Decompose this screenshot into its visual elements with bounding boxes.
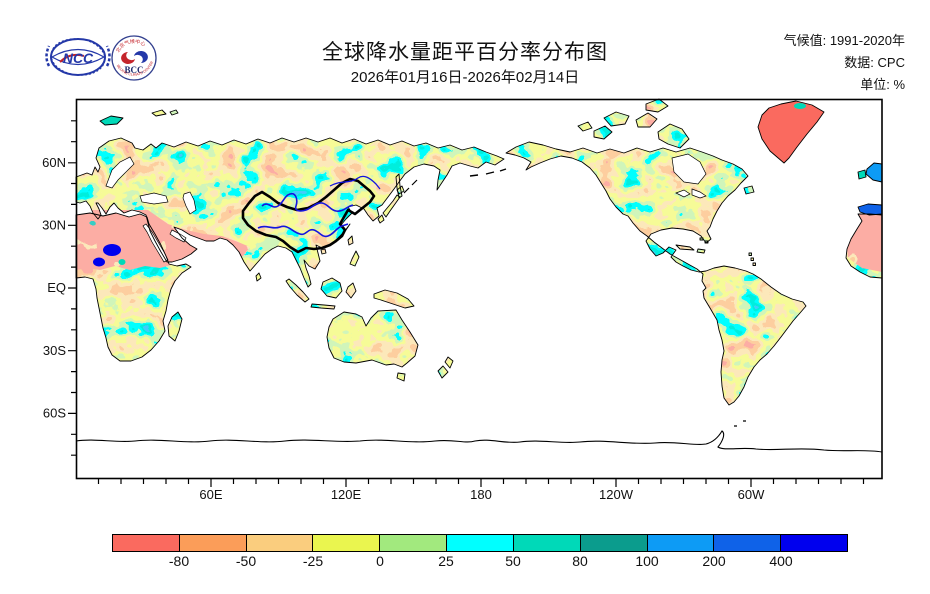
colorbar-tick: 50 <box>505 553 521 569</box>
meta-datasource: 数据: CPC <box>844 55 905 70</box>
black-sea <box>139 192 169 205</box>
solid-regions <box>100 101 882 215</box>
chad-wet-blob <box>103 244 121 256</box>
coastlines <box>75 98 883 406</box>
colorbar-tick: -80 <box>168 553 190 569</box>
great-lakes <box>675 188 707 199</box>
colorbar-labels: -80 -50 -25 0 25 50 80 100 200 400 <box>112 553 848 571</box>
colorbar-cell <box>246 535 314 551</box>
y-axis-labels: 60N 30N EQ 30S 60S <box>42 155 66 421</box>
rivers <box>257 175 381 238</box>
colorbar-tick: -50 <box>235 553 257 569</box>
meta-block: 气候值: 1991-2020年 数据: CPC 单位: % <box>784 30 905 96</box>
colorbar-tick: 80 <box>572 553 588 569</box>
colorbar-cell <box>781 535 847 551</box>
page-title: 全球降水量距平百分率分布图 <box>322 41 608 64</box>
agency-logos: NCC 北京气候中心 BCC BEIJING CLIMATE CENTER <box>45 35 157 81</box>
yellow-river <box>261 192 354 212</box>
y-label-30s: 30S <box>43 343 66 358</box>
hudson-bay <box>671 153 707 185</box>
y-major-ticks <box>68 162 76 414</box>
meta-unit: 单位: % <box>860 77 905 92</box>
axis-ticks <box>68 120 865 487</box>
kuril-islands <box>403 179 418 194</box>
colorbar-tick: 400 <box>769 553 793 569</box>
colorbar-tick: 0 <box>376 553 384 569</box>
map-frame <box>75 98 883 480</box>
colorbar-cell <box>647 535 715 551</box>
colorbar-cell <box>714 535 782 551</box>
chad-wet-blob-3 <box>118 259 126 265</box>
ncc-logo-text: NCC <box>63 50 94 66</box>
x-label-120w: 120W <box>599 487 634 502</box>
y-minor-ticks <box>71 120 76 456</box>
date-range: 2026年01月16日-2026年02月14日 <box>350 69 580 86</box>
colorbar-tick: 200 <box>702 553 726 569</box>
x-label-60w: 60W <box>738 487 765 502</box>
colorbar-cell <box>580 535 648 551</box>
antarctic-peninsula-islands <box>734 420 746 427</box>
colorbar-tick: 100 <box>635 553 659 569</box>
y-label-eq: EQ <box>47 280 66 295</box>
yangtze-river <box>257 223 349 238</box>
colorbar-cell <box>513 535 581 551</box>
bcc-logo-text: BCC <box>124 65 143 75</box>
antarctica-coastline <box>75 430 883 453</box>
y-label-30n: 30N <box>42 218 66 233</box>
colorbar-tick: -25 <box>302 553 324 569</box>
colorbar-tick: 25 <box>438 553 454 569</box>
meta-climatology: 气候值: 1991-2020年 <box>783 33 905 48</box>
colorbar-cell <box>113 535 180 551</box>
x-label-120e: 120E <box>331 487 362 502</box>
colorbar <box>112 534 848 552</box>
colorbar-cell <box>313 535 381 551</box>
aleutian-islands <box>469 168 507 177</box>
ncc-logo: NCC <box>45 38 111 76</box>
colorbar-cell <box>179 535 247 551</box>
chad-wet-blob-2 <box>93 257 105 267</box>
x-minor-ticks <box>97 479 865 484</box>
colorbar-cell <box>380 535 448 551</box>
amur-river <box>329 175 381 190</box>
x-major-ticks <box>210 479 752 487</box>
x-label-180: 180 <box>470 487 492 502</box>
y-label-60s: 60S <box>43 406 66 421</box>
inland-seas <box>105 153 707 263</box>
x-label-60e: 60E <box>199 487 222 502</box>
china-border <box>241 177 376 254</box>
x-axis-labels: 60E 120E 180 120W 60W <box>199 487 765 502</box>
colorbar-cell <box>447 535 514 551</box>
baltic-sea <box>105 156 135 189</box>
persian-gulf <box>169 229 187 243</box>
caspian-sea <box>182 191 197 215</box>
y-label-60n: 60N <box>42 155 66 170</box>
